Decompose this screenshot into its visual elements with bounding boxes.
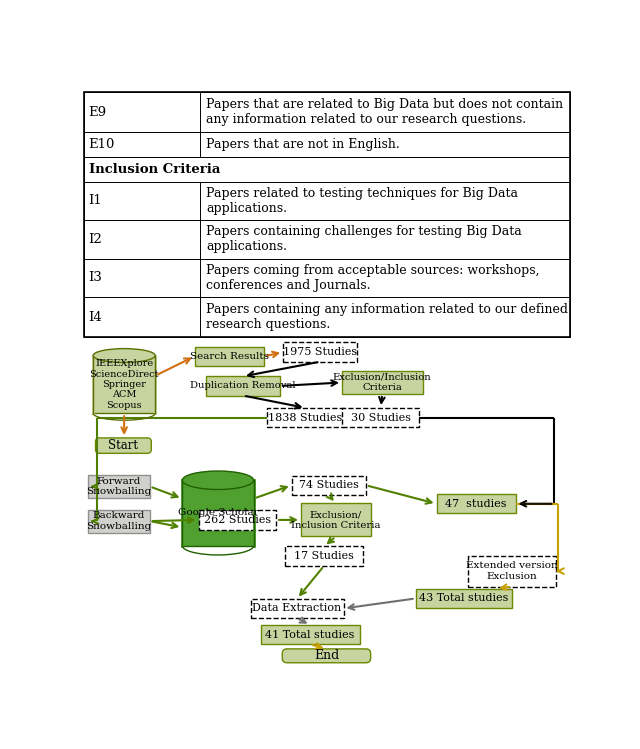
Text: E9: E9 <box>88 106 107 118</box>
Text: Start: Start <box>108 439 138 452</box>
Bar <box>88 475 150 498</box>
Bar <box>415 589 511 608</box>
Text: 17 Studies: 17 Studies <box>294 551 354 561</box>
Text: Forward
Snowballing: Forward Snowballing <box>86 476 152 496</box>
Text: 47  studies: 47 studies <box>445 499 507 509</box>
Text: 41 Total studies: 41 Total studies <box>266 630 355 640</box>
Text: 43 Total studies: 43 Total studies <box>419 593 508 604</box>
Bar <box>84 92 570 133</box>
FancyBboxPatch shape <box>95 438 151 453</box>
Bar <box>88 509 150 533</box>
Bar <box>84 133 570 157</box>
Text: I3: I3 <box>88 271 102 285</box>
Text: E10: E10 <box>88 138 115 151</box>
Ellipse shape <box>182 471 253 490</box>
Text: Exclusion/Inclusion
Criteria: Exclusion/Inclusion Criteria <box>333 373 431 392</box>
Text: Exclusion/
Inclusion Criteria: Exclusion/ Inclusion Criteria <box>291 510 381 530</box>
Bar <box>195 347 264 366</box>
Bar <box>206 376 280 395</box>
Bar <box>285 547 363 565</box>
Bar <box>84 181 570 220</box>
Bar <box>267 408 344 427</box>
Text: Backward
Snowballing: Backward Snowballing <box>86 512 152 531</box>
Text: Search Results: Search Results <box>190 352 269 361</box>
Bar <box>436 494 516 513</box>
Bar <box>250 599 344 618</box>
Bar <box>84 157 570 181</box>
Bar <box>84 220 570 258</box>
Text: 1975 Studies: 1975 Studies <box>283 347 357 357</box>
Bar <box>260 625 360 644</box>
Bar <box>301 503 371 536</box>
Text: 74 Studies: 74 Studies <box>299 480 358 491</box>
Text: 1838 Studies: 1838 Studies <box>268 413 342 422</box>
Text: Papers that are not in English.: Papers that are not in English. <box>206 138 400 151</box>
Text: Papers containing any information related to our defined
research questions.: Papers containing any information relate… <box>206 303 568 331</box>
Ellipse shape <box>93 348 155 363</box>
Text: I1: I1 <box>88 194 102 207</box>
Bar <box>84 92 570 337</box>
Bar <box>342 408 419 427</box>
Text: I2: I2 <box>88 233 102 246</box>
Bar <box>283 342 358 362</box>
Bar <box>182 480 253 546</box>
Text: Inclusion Criteria: Inclusion Criteria <box>88 163 220 176</box>
Text: IEEEXplore
ScienceDirect
Springer
ACM
Scopus: IEEEXplore ScienceDirect Springer ACM Sc… <box>90 359 159 410</box>
Text: Papers coming from acceptable sources: workshops,
conferences and Journals.: Papers coming from acceptable sources: w… <box>206 264 540 292</box>
Bar <box>467 556 556 586</box>
Text: I4: I4 <box>88 311 102 324</box>
Text: Papers related to testing techniques for Big Data
applications.: Papers related to testing techniques for… <box>206 187 518 215</box>
Text: Extended version
Exclusion: Extended version Exclusion <box>466 562 557 580</box>
Text: 262 Studies: 262 Studies <box>204 515 271 525</box>
Bar <box>84 297 570 337</box>
Text: Papers containing challenges for testing Big Data
applications.: Papers containing challenges for testing… <box>206 225 522 253</box>
Bar <box>292 476 366 495</box>
Text: Google Scholar: Google Scholar <box>178 509 259 518</box>
FancyBboxPatch shape <box>282 649 371 663</box>
Text: Papers that are related to Big Data but does not contain
any information related: Papers that are related to Big Data but … <box>206 98 563 127</box>
Bar <box>342 371 422 394</box>
Text: 30 Studies: 30 Studies <box>351 413 411 422</box>
Text: Duplication Removal: Duplication Removal <box>190 381 296 390</box>
Bar <box>198 510 276 530</box>
Bar <box>84 258 570 297</box>
Bar <box>93 356 155 413</box>
Text: End: End <box>314 649 339 662</box>
Text: Data Extraction: Data Extraction <box>252 604 342 613</box>
